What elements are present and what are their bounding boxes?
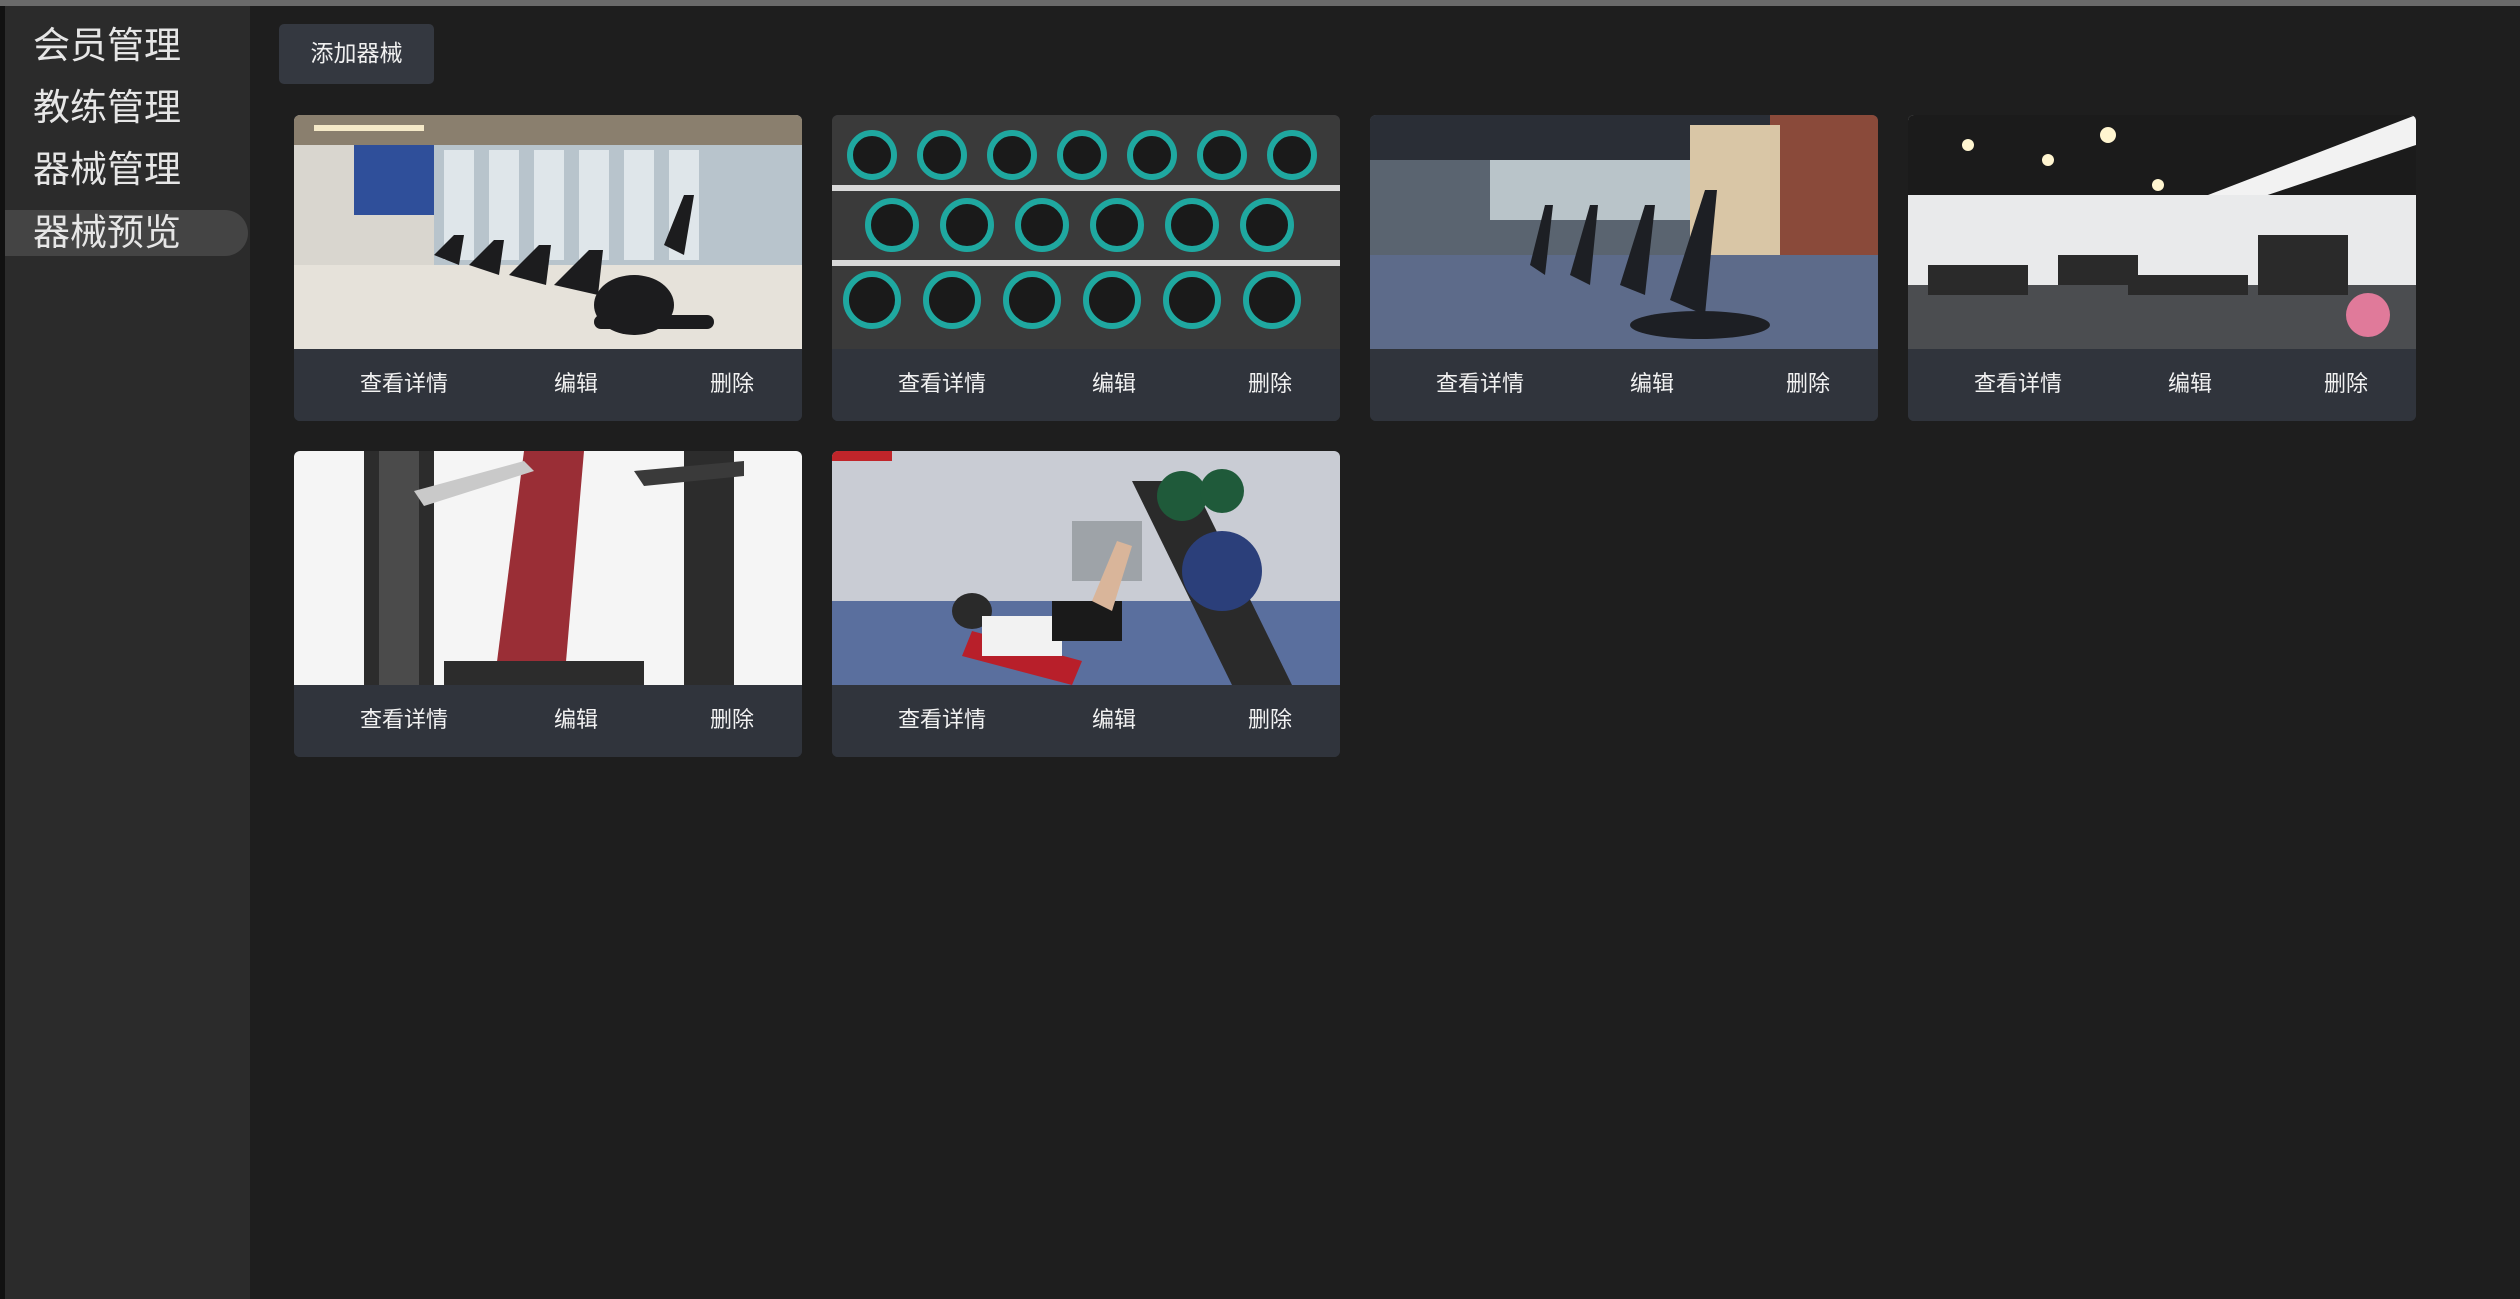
sidebar-item-equipment-preview[interactable]: 器械预览 bbox=[5, 210, 248, 256]
equipment-card: 查看详情 编辑 删除 bbox=[294, 451, 802, 757]
equipment-image[interactable] bbox=[832, 451, 1340, 685]
edit-link[interactable]: 编辑 bbox=[1091, 708, 1136, 733]
sidebar: 会员管理 教练管理 器械管理 器械预览 bbox=[5, 6, 250, 1299]
card-actions: 查看详情 编辑 删除 bbox=[1370, 349, 1878, 421]
delete-link[interactable]: 删除 bbox=[709, 708, 754, 733]
view-details-link[interactable]: 查看详情 bbox=[359, 372, 448, 397]
edit-link[interactable]: 编辑 bbox=[553, 372, 598, 397]
window-left-border bbox=[0, 6, 5, 1299]
delete-link[interactable]: 删除 bbox=[1247, 708, 1292, 733]
card-actions: 查看详情 编辑 删除 bbox=[832, 349, 1340, 421]
card-actions: 查看详情 编辑 删除 bbox=[1908, 349, 2416, 421]
add-equipment-button[interactable]: 添加器械 bbox=[279, 24, 434, 84]
view-details-link[interactable]: 查看详情 bbox=[897, 708, 986, 733]
equipment-image[interactable] bbox=[294, 451, 802, 685]
sidebar-item-member-management[interactable]: 会员管理 bbox=[33, 24, 181, 67]
equipment-card: 查看详情 编辑 删除 bbox=[294, 115, 802, 421]
equipment-image[interactable] bbox=[1370, 115, 1878, 349]
edit-link[interactable]: 编辑 bbox=[1091, 372, 1136, 397]
delete-link[interactable]: 删除 bbox=[1785, 372, 1830, 397]
card-actions: 查看详情 编辑 删除 bbox=[294, 685, 802, 757]
main-content: 添加器械 bbox=[250, 6, 2520, 1299]
equipment-image[interactable] bbox=[832, 115, 1340, 349]
delete-link[interactable]: 删除 bbox=[709, 372, 754, 397]
view-details-link[interactable]: 查看详情 bbox=[1435, 372, 1524, 397]
sidebar-item-equipment-management[interactable]: 器械管理 bbox=[33, 148, 181, 191]
edit-link[interactable]: 编辑 bbox=[2167, 372, 2212, 397]
edit-link[interactable]: 编辑 bbox=[1629, 372, 1674, 397]
card-actions: 查看详情 编辑 删除 bbox=[294, 349, 802, 421]
equipment-card: 查看详情 编辑 删除 bbox=[832, 451, 1340, 757]
view-details-link[interactable]: 查看详情 bbox=[359, 708, 448, 733]
view-details-link[interactable]: 查看详情 bbox=[897, 372, 986, 397]
equipment-image[interactable] bbox=[1908, 115, 2416, 349]
view-details-link[interactable]: 查看详情 bbox=[1973, 372, 2062, 397]
window-top-border bbox=[0, 0, 2520, 6]
card-actions: 查看详情 编辑 删除 bbox=[832, 685, 1340, 757]
edit-link[interactable]: 编辑 bbox=[553, 708, 598, 733]
equipment-card: 查看详情 编辑 删除 bbox=[832, 115, 1340, 421]
equipment-card: 查看详情 编辑 删除 bbox=[1908, 115, 2416, 421]
equipment-image[interactable] bbox=[294, 115, 802, 349]
sidebar-item-coach-management[interactable]: 教练管理 bbox=[33, 86, 181, 129]
delete-link[interactable]: 删除 bbox=[1247, 372, 1292, 397]
equipment-card: 查看详情 编辑 删除 bbox=[1370, 115, 1878, 421]
delete-link[interactable]: 删除 bbox=[2323, 372, 2368, 397]
